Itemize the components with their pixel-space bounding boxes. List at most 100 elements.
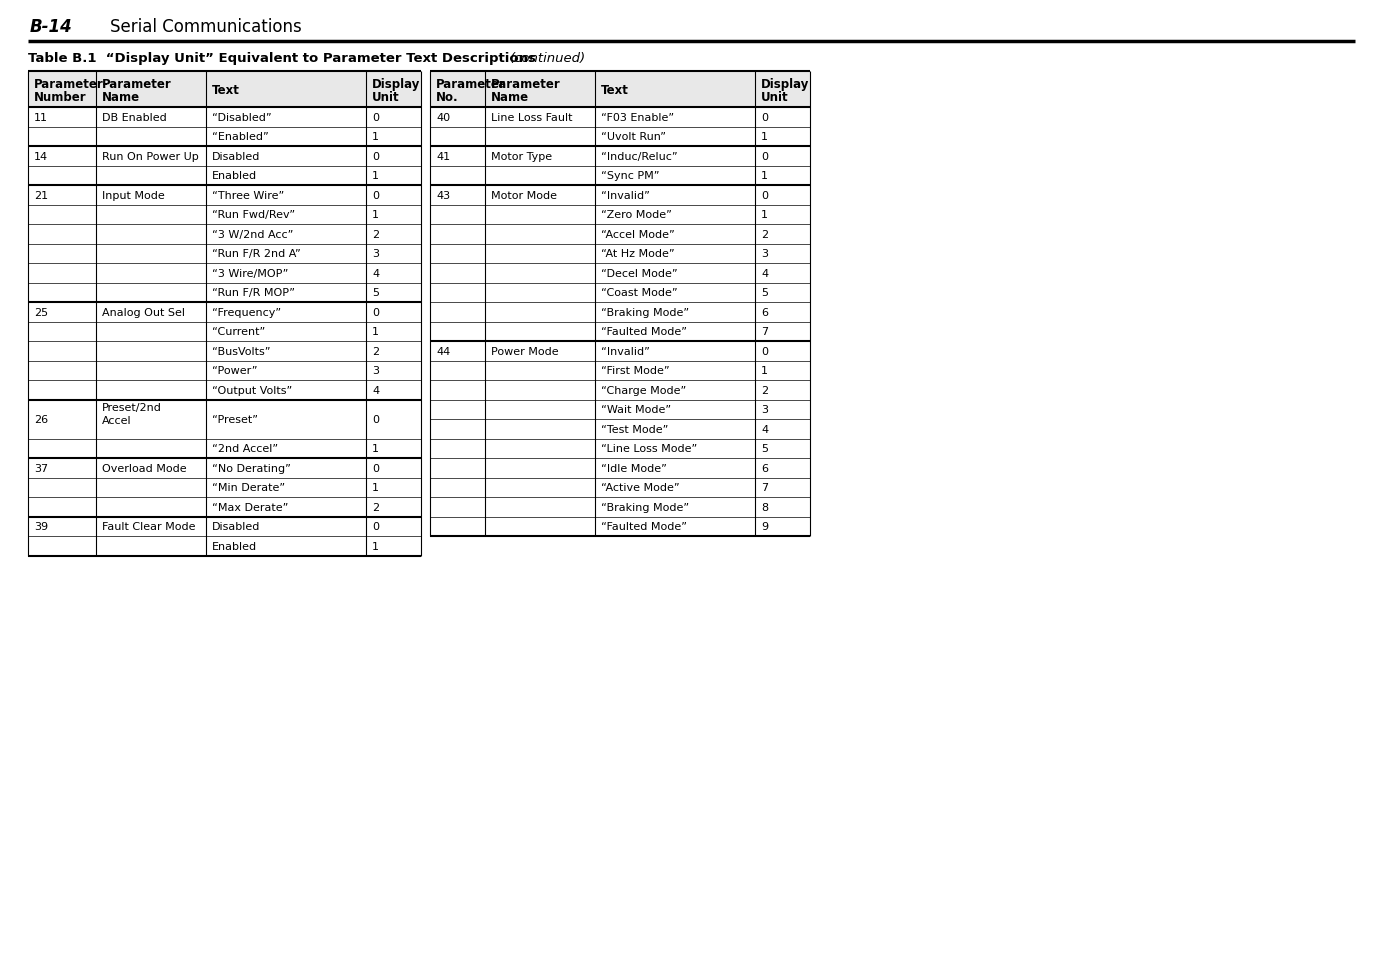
Text: 1: 1 bbox=[372, 327, 379, 337]
Text: 9: 9 bbox=[761, 521, 768, 532]
Text: “Frequency”: “Frequency” bbox=[211, 308, 281, 317]
Text: 1: 1 bbox=[761, 366, 768, 375]
Text: “Uvolt Run”: “Uvolt Run” bbox=[601, 132, 666, 142]
Text: 26: 26 bbox=[35, 415, 48, 424]
Text: “Run F/R 2nd A”: “Run F/R 2nd A” bbox=[211, 249, 301, 259]
Text: Table B.1  “Display Unit” Equivalent to Parameter Text Descriptions: Table B.1 “Display Unit” Equivalent to P… bbox=[28, 52, 536, 65]
Text: 2: 2 bbox=[372, 230, 379, 239]
Text: 3: 3 bbox=[372, 249, 379, 259]
Text: 44: 44 bbox=[435, 346, 451, 356]
Text: Number: Number bbox=[35, 91, 87, 104]
Text: 0: 0 bbox=[761, 191, 768, 200]
Text: 1: 1 bbox=[372, 172, 379, 181]
Text: 1: 1 bbox=[372, 541, 379, 551]
Text: Run On Power Up: Run On Power Up bbox=[102, 152, 199, 162]
Text: 2: 2 bbox=[372, 346, 379, 356]
Text: 2: 2 bbox=[761, 230, 768, 239]
Text: 8: 8 bbox=[761, 502, 768, 512]
Text: 0: 0 bbox=[372, 521, 379, 532]
Text: “Idle Mode”: “Idle Mode” bbox=[601, 463, 668, 474]
Text: 4: 4 bbox=[372, 269, 379, 278]
Text: Unit: Unit bbox=[372, 91, 399, 104]
Text: “Sync PM”: “Sync PM” bbox=[601, 172, 659, 181]
Text: “Active Mode”: “Active Mode” bbox=[601, 483, 680, 493]
Text: “Faulted Mode”: “Faulted Mode” bbox=[601, 521, 687, 532]
Text: “At Hz Mode”: “At Hz Mode” bbox=[601, 249, 674, 259]
Text: 1: 1 bbox=[372, 132, 379, 142]
Text: 1: 1 bbox=[761, 132, 768, 142]
Bar bbox=[28, 71, 422, 108]
Text: “BusVolts”: “BusVolts” bbox=[211, 346, 271, 356]
Text: 1: 1 bbox=[372, 483, 379, 493]
Text: 7: 7 bbox=[761, 483, 768, 493]
Text: Disabled: Disabled bbox=[211, 521, 260, 532]
Text: Parameter: Parameter bbox=[491, 78, 561, 91]
Text: Overload Mode: Overload Mode bbox=[102, 463, 187, 474]
Text: “Decel Mode”: “Decel Mode” bbox=[601, 269, 677, 278]
Text: 6: 6 bbox=[761, 308, 768, 317]
Text: “Disabled”: “Disabled” bbox=[211, 112, 272, 123]
Text: “Charge Mode”: “Charge Mode” bbox=[601, 385, 687, 395]
Text: 14: 14 bbox=[35, 152, 48, 162]
Text: Motor Type: Motor Type bbox=[491, 152, 553, 162]
Text: “Test Mode”: “Test Mode” bbox=[601, 424, 669, 435]
Text: 0: 0 bbox=[372, 112, 379, 123]
Text: B-14: B-14 bbox=[30, 18, 73, 36]
Text: 37: 37 bbox=[35, 463, 48, 474]
Text: Display: Display bbox=[372, 78, 420, 91]
Text: “3 W/2nd Acc”: “3 W/2nd Acc” bbox=[211, 230, 293, 239]
Text: Parameter-: Parameter- bbox=[35, 78, 109, 91]
Text: Serial Communications: Serial Communications bbox=[111, 18, 301, 36]
Text: “No Derating”: “No Derating” bbox=[211, 463, 290, 474]
Text: “3 Wire/MOP”: “3 Wire/MOP” bbox=[211, 269, 289, 278]
Text: Parameter: Parameter bbox=[435, 78, 506, 91]
Text: 2: 2 bbox=[761, 385, 768, 395]
Text: No.: No. bbox=[435, 91, 459, 104]
Text: 0: 0 bbox=[372, 152, 379, 162]
Text: 11: 11 bbox=[35, 112, 48, 123]
Text: “Braking Mode”: “Braking Mode” bbox=[601, 308, 690, 317]
Text: Motor Mode: Motor Mode bbox=[491, 191, 557, 200]
Text: 41: 41 bbox=[435, 152, 451, 162]
Text: Parameter: Parameter bbox=[102, 78, 171, 91]
Text: “Enabled”: “Enabled” bbox=[211, 132, 268, 142]
Text: Enabled: Enabled bbox=[211, 541, 257, 551]
Text: Name: Name bbox=[102, 91, 140, 104]
Text: 5: 5 bbox=[761, 288, 768, 298]
Text: “Zero Mode”: “Zero Mode” bbox=[601, 210, 672, 220]
Text: 1: 1 bbox=[372, 210, 379, 220]
Text: Disabled: Disabled bbox=[211, 152, 260, 162]
Text: 5: 5 bbox=[372, 288, 379, 298]
Text: “Braking Mode”: “Braking Mode” bbox=[601, 502, 690, 512]
Text: 0: 0 bbox=[372, 191, 379, 200]
Text: Input Mode: Input Mode bbox=[102, 191, 164, 200]
Text: “Coast Mode”: “Coast Mode” bbox=[601, 288, 677, 298]
Text: 3: 3 bbox=[761, 405, 768, 415]
Text: Text: Text bbox=[601, 84, 629, 96]
Text: “Max Derate”: “Max Derate” bbox=[211, 502, 289, 512]
Text: “Power”: “Power” bbox=[211, 366, 257, 375]
Text: “Run F/R MOP”: “Run F/R MOP” bbox=[211, 288, 294, 298]
Text: “Faulted Mode”: “Faulted Mode” bbox=[601, 327, 687, 337]
Text: DB Enabled: DB Enabled bbox=[102, 112, 167, 123]
Text: Text: Text bbox=[211, 84, 240, 96]
Bar bbox=[430, 71, 810, 108]
Text: Power Mode: Power Mode bbox=[491, 346, 558, 356]
Text: 7: 7 bbox=[761, 327, 768, 337]
Text: 40: 40 bbox=[435, 112, 451, 123]
Text: 4: 4 bbox=[761, 269, 768, 278]
Text: “Invalid”: “Invalid” bbox=[601, 346, 650, 356]
Text: “2nd Accel”: “2nd Accel” bbox=[211, 444, 278, 454]
Text: 4: 4 bbox=[372, 385, 379, 395]
Text: 43: 43 bbox=[435, 191, 451, 200]
Text: (continued): (continued) bbox=[510, 52, 586, 65]
Text: “Min Derate”: “Min Derate” bbox=[211, 483, 285, 493]
Text: 6: 6 bbox=[761, 463, 768, 474]
Text: 1: 1 bbox=[761, 210, 768, 220]
Text: Unit: Unit bbox=[761, 91, 789, 104]
Text: 0: 0 bbox=[761, 346, 768, 356]
Text: Accel: Accel bbox=[102, 416, 131, 426]
Text: 25: 25 bbox=[35, 308, 48, 317]
Text: “Accel Mode”: “Accel Mode” bbox=[601, 230, 674, 239]
Text: “Induc/Reluc”: “Induc/Reluc” bbox=[601, 152, 677, 162]
